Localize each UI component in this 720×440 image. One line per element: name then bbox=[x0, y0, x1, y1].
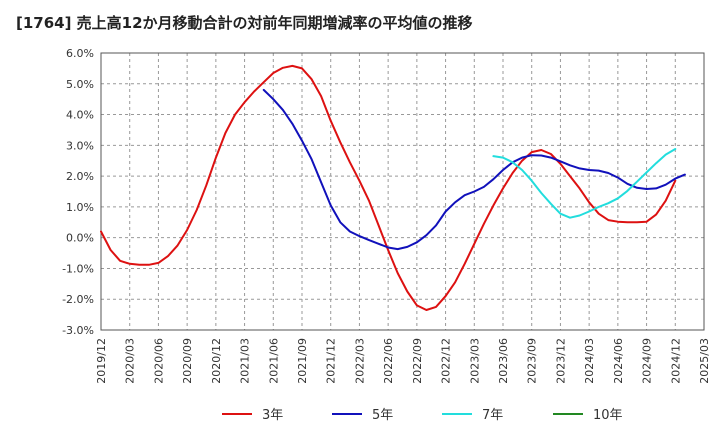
x-tick-label: 2021/06 bbox=[267, 338, 280, 384]
plot-frame bbox=[100, 52, 705, 331]
x-tick-label: 2022/06 bbox=[382, 338, 395, 384]
x-tick-label: 2024/09 bbox=[641, 338, 654, 384]
series-line-1 bbox=[100, 64, 677, 311]
y-tick-label: 3.0% bbox=[66, 139, 94, 152]
x-tick-label: 2024/12 bbox=[669, 338, 682, 384]
x-tick-label: 2024/03 bbox=[583, 338, 596, 384]
x-tick-label: 2022/03 bbox=[353, 338, 366, 384]
x-tick-label: 2020/09 bbox=[181, 338, 194, 384]
x-tick-label: 2022/12 bbox=[440, 338, 453, 384]
legend-label-1: 3年 bbox=[262, 408, 283, 423]
y-tick-label: -3.0% bbox=[62, 324, 94, 337]
series-line-2 bbox=[262, 88, 686, 251]
x-tick-label: 2023/06 bbox=[497, 338, 510, 384]
series-layer bbox=[100, 64, 686, 311]
x-tick-label: 2023/12 bbox=[554, 338, 567, 384]
legend: 3年 5年 7年 10年 bbox=[222, 408, 623, 423]
x-tick-label: 2021/12 bbox=[325, 338, 338, 384]
legend-label-4: 10年 bbox=[593, 408, 623, 423]
y-tick-label: -1.0% bbox=[62, 262, 94, 275]
y-tick-label: 6.0% bbox=[66, 47, 94, 60]
x-tick-label: 2023/03 bbox=[468, 338, 481, 384]
x-tick-label: 2025/03 bbox=[698, 338, 711, 384]
x-tick-label: 2020/06 bbox=[152, 338, 165, 384]
grid-layer bbox=[101, 53, 704, 330]
y-tick-label: 5.0% bbox=[66, 78, 94, 91]
y-tick-label: -2.0% bbox=[62, 293, 94, 306]
x-tick-label: 2021/03 bbox=[239, 338, 252, 384]
y-tick-label: 0.0% bbox=[66, 232, 94, 245]
y-axis: -3.0% -2.0% -1.0% 0.0% 1.0% 2.0% 3.0% 4.0% 5.0% 6… bbox=[62, 47, 94, 337]
x-tick-label: 2022/09 bbox=[411, 338, 424, 384]
y-tick-label: 2.0% bbox=[66, 170, 94, 183]
x-axis: 2019/12 2020/03 2020/06 2020/09 2020/12 2021/… bbox=[95, 338, 711, 384]
x-tick-label: 2023/09 bbox=[526, 338, 539, 384]
x-tick-label: 2020/03 bbox=[124, 338, 137, 384]
chart-title: [1764] 売上高12か月移動合計の対前年同期増減率の平均値の推移 bbox=[16, 14, 473, 32]
legend-label-2: 5年 bbox=[372, 408, 393, 423]
y-tick-label: 4.0% bbox=[66, 109, 94, 122]
x-tick-label: 2021/09 bbox=[296, 338, 309, 384]
y-tick-label: 1.0% bbox=[66, 201, 94, 214]
legend-label-3: 7年 bbox=[482, 408, 503, 423]
x-tick-label: 2019/12 bbox=[95, 338, 108, 384]
x-tick-label: 2024/06 bbox=[612, 338, 625, 384]
x-tick-label: 2020/12 bbox=[210, 338, 223, 384]
series-line-3 bbox=[492, 148, 677, 219]
